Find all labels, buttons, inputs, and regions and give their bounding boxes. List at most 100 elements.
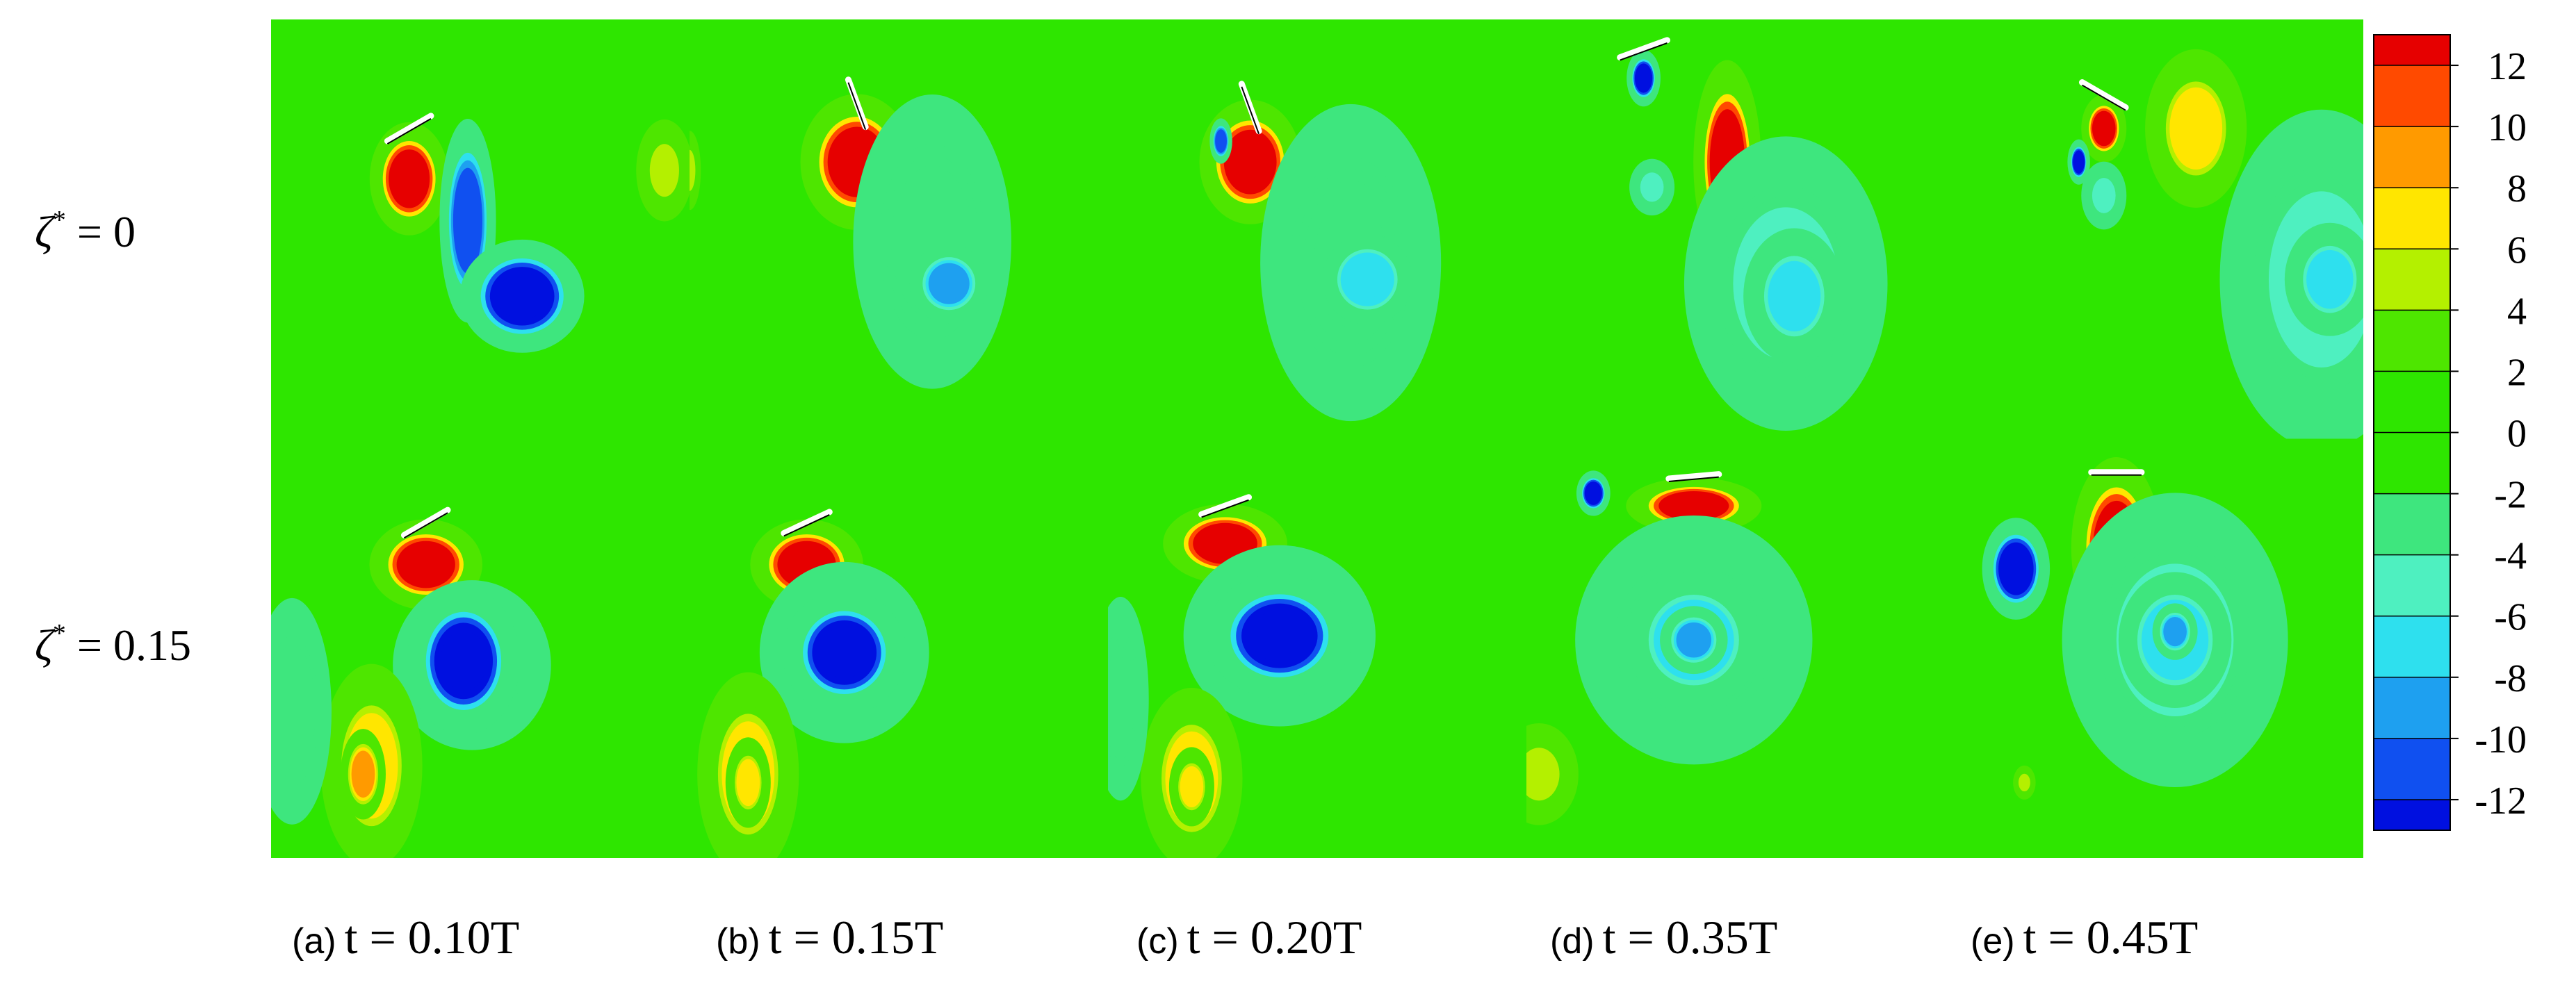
contour-panel [1945, 438, 2363, 858]
vortex-core [1348, 261, 1386, 298]
colorbar-band [2374, 799, 2450, 830]
contour-panel [1526, 438, 1945, 858]
vortex-core [1642, 175, 1661, 199]
flapping-plate [845, 76, 869, 131]
row-label-2: ζ* = 0.15 [35, 619, 191, 670]
vortex-core [393, 156, 425, 202]
vortex-core [354, 755, 373, 793]
vortex-core [819, 627, 870, 678]
plate-edge [1668, 476, 1719, 482]
contour-panel [1108, 19, 1526, 439]
vortex-core [1666, 494, 1722, 518]
plate-edge [386, 117, 432, 145]
plate-edge [847, 82, 867, 130]
contour-panel [690, 438, 1108, 858]
colorbar-tick-label: -4 [2494, 535, 2527, 578]
colorbar-band [2374, 188, 2450, 249]
vortex-core [739, 764, 758, 801]
vortex-core [1229, 136, 1271, 188]
plate-edge [1201, 499, 1249, 518]
column-captions: (a) t = 0.10T (b) t = 0.15T (c) t = 0.20T (… [292, 911, 2198, 964]
column-caption-d: (d) t = 0.35T [1550, 911, 1777, 964]
vortex-core [2175, 96, 2217, 161]
contour-panel [1526, 19, 1945, 439]
colorbar: 12 10 8 6 4 2 0 -2 -4 -6 -8 -10 -12 [2373, 34, 2527, 831]
vortex-core [1249, 610, 1310, 661]
vortex-core [440, 631, 487, 691]
colorbar-tick-label: 4 [2507, 290, 2527, 333]
vortex-core [933, 267, 965, 300]
contour-panel [690, 19, 1108, 439]
vortex-core [1182, 770, 1201, 803]
vortex-core [2311, 256, 2349, 303]
vortex-core [402, 545, 449, 584]
flapping-plate [1198, 494, 1253, 518]
colorbar-band [2374, 371, 2450, 433]
vortex-core [1216, 131, 1226, 151]
colorbar-tick-label: -12 [2475, 780, 2527, 823]
colorbar-tick-label: 8 [2507, 167, 2527, 211]
column-caption-b: (b) t = 0.15T [716, 911, 943, 964]
vortex-core [275, 665, 309, 758]
vortex-core [2165, 620, 2185, 643]
row-label-1: ζ* = 0 [35, 206, 136, 256]
column-caption-c: (c) t = 0.20T [1136, 911, 1362, 964]
plate-edge [783, 514, 830, 537]
vortex-core [2094, 114, 2114, 142]
flapping-plate [1665, 471, 1722, 482]
flapping-plate [384, 113, 434, 145]
colorbar-band [2374, 432, 2450, 494]
vortex-core [496, 273, 548, 320]
colorbar-band [2374, 35, 2450, 66]
vortex-core [1679, 626, 1708, 654]
colorbar-band [2374, 738, 2450, 800]
colorbar-band [2374, 616, 2450, 677]
colorbar-tick-label: -10 [2475, 718, 2527, 761]
colorbar-tick-label: -2 [2494, 474, 2527, 517]
colorbar-tick-label: 10 [2488, 106, 2527, 149]
flapping-plate [400, 506, 451, 538]
colorbar-band [2374, 65, 2450, 127]
colorbar-tick-label: 0 [2507, 413, 2527, 456]
colorbar-tick-label: 2 [2507, 351, 2527, 394]
colorbar-band [2374, 677, 2450, 739]
vortex-core [690, 154, 694, 187]
contour-panel [1108, 438, 1526, 858]
colorbar-band [2374, 554, 2450, 616]
vortex-core [1586, 484, 1601, 503]
contour-panel [271, 438, 690, 858]
colorbar-band [2374, 310, 2450, 372]
plate-edge [1241, 86, 1260, 135]
vortex-core [2019, 775, 2030, 790]
vortex-core [2074, 152, 2084, 172]
colorbar-tick-label: -6 [2494, 596, 2527, 639]
plate-edge [1620, 42, 1668, 61]
vortex-core [2094, 181, 2114, 210]
flapping-plate [1238, 81, 1262, 135]
vortex-core [1526, 753, 1556, 795]
vortex-core [2002, 547, 2030, 590]
colorbar-band [2374, 493, 2450, 555]
vortex-core [456, 179, 480, 263]
vortex-core [1636, 66, 1651, 90]
colorbar-tick-label: 6 [2507, 229, 2527, 272]
vortex-core [1200, 527, 1250, 560]
vortex-core [653, 149, 676, 192]
plate-edge [403, 512, 448, 539]
contour-panel [1945, 19, 2363, 439]
row-labels: ζ* = 0 ζ* = 0.15 [35, 206, 191, 670]
flapping-plate [2078, 79, 2129, 111]
column-caption-a: (a) t = 0.10T [292, 911, 519, 964]
contour-panels [271, 19, 2363, 858]
colorbar-band [2374, 126, 2450, 188]
column-caption-e: (e) t = 0.45T [1971, 911, 2198, 964]
colorbar-tick-label: 12 [2488, 45, 2527, 88]
vortex-core [1109, 657, 1132, 741]
vortex-core [1773, 268, 1816, 324]
colorbar-tick-label: -8 [2494, 657, 2527, 700]
flapping-plate [1617, 37, 1671, 61]
colorbar-band [2374, 249, 2450, 311]
plate-edge [2081, 84, 2126, 111]
flapping-plate [781, 509, 833, 536]
